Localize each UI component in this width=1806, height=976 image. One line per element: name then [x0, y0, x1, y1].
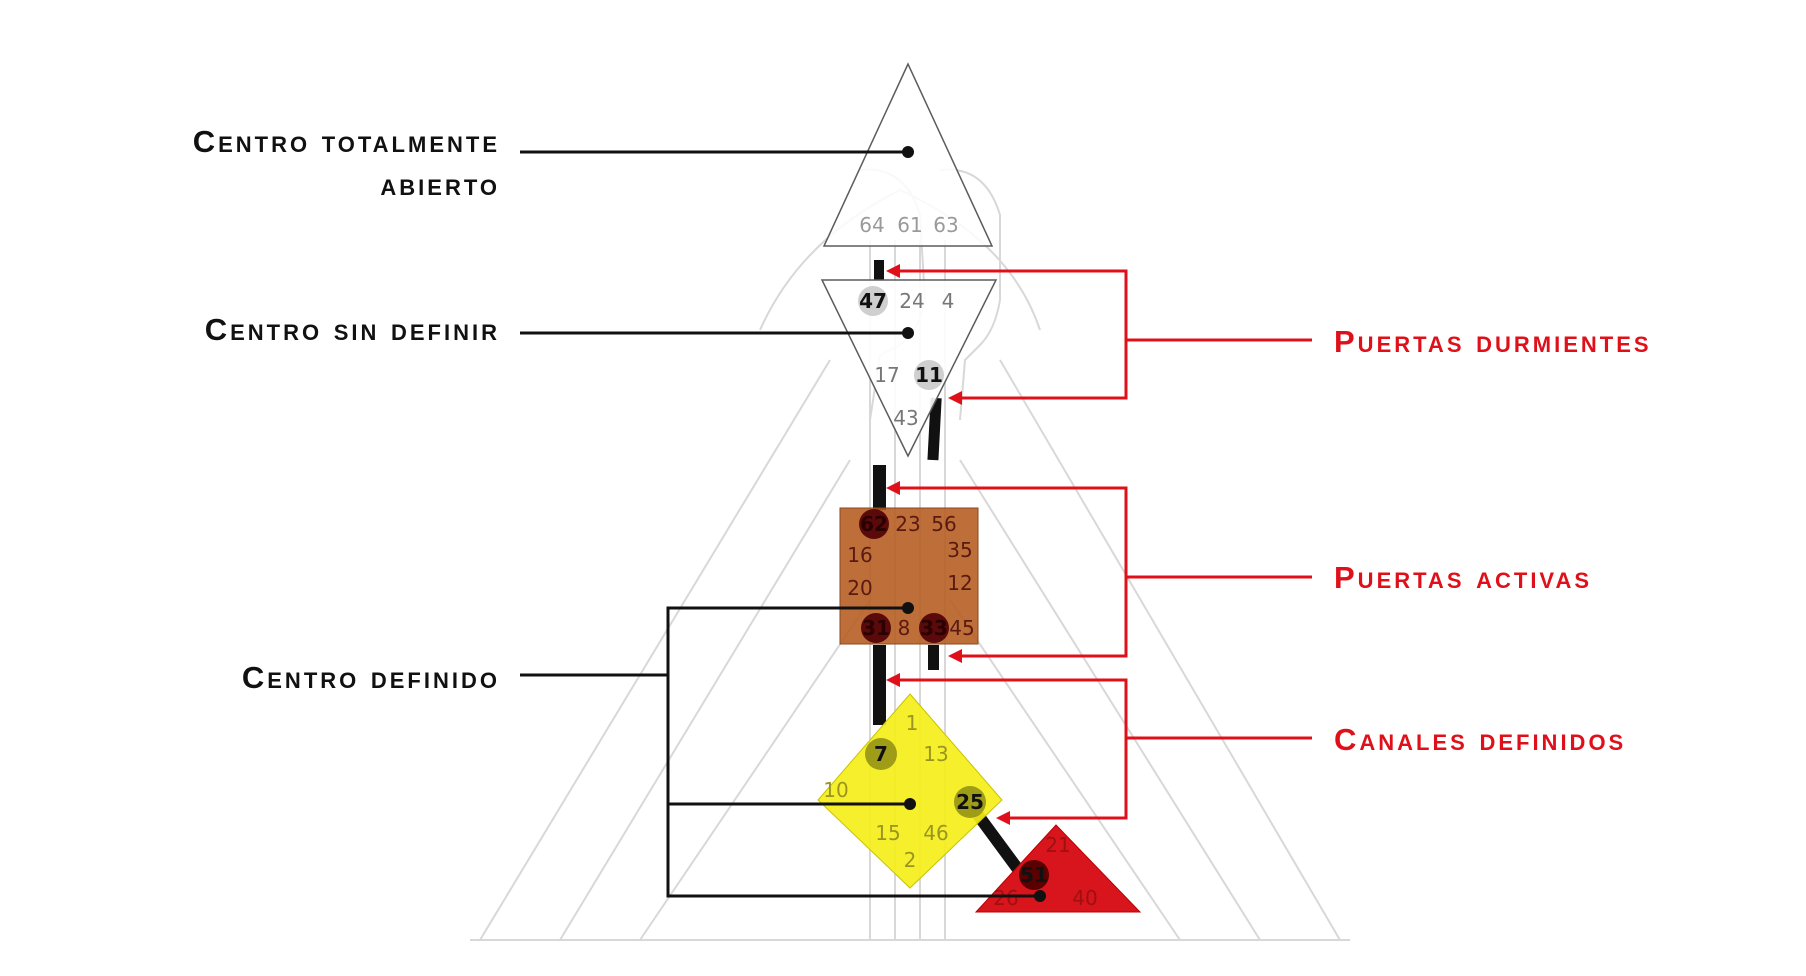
head-gate-64: 64: [859, 213, 884, 237]
label-defined-center: Centro definido: [242, 660, 500, 695]
heart-center: 21 51 26 40: [974, 824, 1142, 913]
throat-gate-62-marker: [859, 509, 889, 539]
leader-defined-bracket: [666, 606, 1040, 898]
arrow-channels-bottom: [996, 811, 1010, 825]
body-line-left-outer: [479, 359, 831, 941]
left-leaders: [520, 150, 1040, 898]
throat-gate-31-marker: [861, 613, 891, 643]
head-gate-61: 61: [897, 213, 922, 237]
g-gate-15: 15: [875, 821, 900, 845]
heart-gate-40: 40: [1072, 886, 1097, 910]
throat-gate-31: 31: [862, 616, 890, 640]
ajna-gate-4: 4: [942, 289, 955, 313]
heart-gate-51-marker: [1019, 860, 1049, 890]
g-gate-25: 25: [956, 790, 984, 814]
dot-heart-center: [1034, 890, 1046, 902]
right-leaders: [892, 269, 1312, 820]
heart-gate-21: 21: [1045, 833, 1070, 857]
ajna-gate-11: 11: [915, 363, 943, 387]
g-gate-13: 13: [923, 742, 948, 766]
label-dormant-gates: Puertas durmientes: [1334, 324, 1652, 359]
ajna-gate-47-marker: [858, 286, 888, 316]
g-gate-7: 7: [874, 742, 888, 766]
g-center: 1 7 13 10 25 15 46 2: [817, 693, 1003, 889]
g-center-shape: [817, 693, 1003, 889]
ajna-gate-47: 47: [859, 289, 887, 313]
leader-dots: [902, 146, 1046, 902]
body-line-right-outer: [999, 359, 1341, 941]
throat-gate-12: 12: [947, 571, 972, 595]
label-open-center-line2: abierto: [380, 167, 500, 202]
throat-gate-8: 8: [898, 616, 911, 640]
throat-gate-62: 62: [860, 512, 888, 536]
label-active-gates: Puertas activas: [1334, 560, 1592, 595]
throat-gate-33: 33: [920, 616, 948, 640]
arrow-active-top: [886, 481, 900, 495]
dot-ajna-center: [902, 327, 914, 339]
arrow-dormant-top: [886, 264, 900, 278]
throat-center: 62 23 56 16 35 20 12 31 8 33 45: [839, 507, 979, 645]
channel-segment-62-top: [873, 465, 886, 510]
throat-gate-16: 16: [847, 543, 872, 567]
dot-g-center: [904, 798, 916, 810]
g-gate-2: 2: [904, 848, 917, 872]
arrow-channels-top: [886, 673, 900, 687]
throat-gate-33-marker: [919, 613, 949, 643]
ajna-gate-17: 17: [874, 363, 899, 387]
channel-segment-31-7: [873, 645, 886, 725]
g-gate-46: 46: [923, 821, 948, 845]
g-gate-25-marker: [954, 786, 986, 818]
body-line-left-3: [639, 599, 871, 941]
label-open-center-line1: Centro totalmente: [193, 124, 500, 159]
leader-active-bracket: [892, 486, 1128, 658]
body-line-left-inner: [559, 459, 851, 941]
throat-gate-20: 20: [847, 576, 872, 600]
throat-gate-35: 35: [947, 538, 972, 562]
ajna-center: 47 24 4 17 11 43: [820, 279, 998, 458]
leader-dormant-bracket: [892, 269, 1128, 400]
body-line-right-inner: [959, 459, 1261, 941]
ajna-gate-11-marker: [914, 360, 944, 390]
head-silhouette-right: [939, 168, 1001, 421]
channel-segment-11: [927, 397, 942, 461]
ajna-gate-24: 24: [899, 289, 924, 313]
dot-throat-center: [902, 602, 914, 614]
label-undefined-center: Centro sin definir: [205, 312, 500, 347]
red-arrowheads: [886, 264, 1010, 825]
label-defined-channels: Canales definidos: [1334, 722, 1626, 757]
throat-gate-45: 45: [949, 616, 974, 640]
arrow-active-bottom: [948, 649, 962, 663]
channel-segment-25-51: [973, 811, 1025, 876]
heart-center-shape: [974, 824, 1142, 913]
g-gate-7-marker: [865, 738, 897, 770]
heart-gate-51: 51: [1020, 863, 1048, 887]
throat-gate-23: 23: [895, 512, 920, 536]
channel-segment-33: [928, 645, 939, 670]
arrow-dormant-bottom: [948, 391, 962, 405]
ajna-center-shape: [820, 279, 998, 458]
leader-channels-bracket: [892, 678, 1128, 820]
g-gate-1: 1: [906, 711, 919, 735]
channel-segment-47-top: [874, 260, 884, 280]
head-gate-63: 63: [933, 213, 958, 237]
heart-gate-26: 26: [993, 886, 1018, 910]
ajna-gate-43: 43: [893, 406, 918, 430]
throat-gate-56: 56: [931, 512, 956, 536]
dot-head-center: [902, 146, 914, 158]
g-gate-10: 10: [823, 778, 848, 802]
